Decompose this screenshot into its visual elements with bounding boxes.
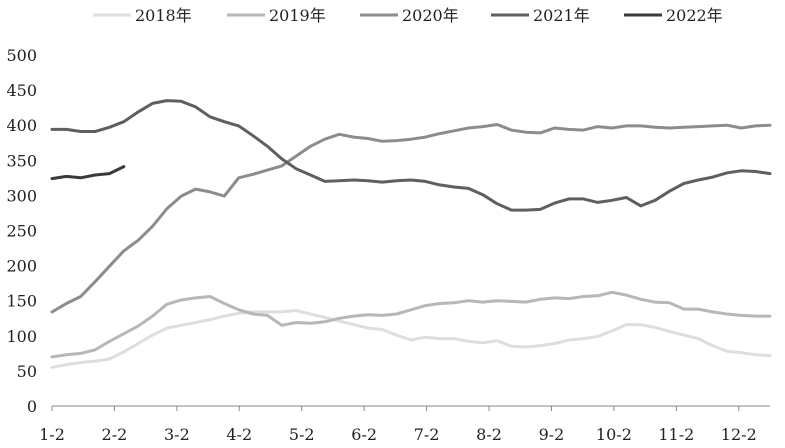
y-tick-label: 150 [6,292,37,311]
chart-legend: 2018年 2019年 2020年 2021年 2022年 [93,6,723,25]
y-tick-label: 250 [6,222,37,241]
x-tick-label: 12-2 [721,425,757,444]
x-tick-label: 1-2 [39,425,65,444]
x-tick-label: 8-2 [476,425,502,444]
x-tick-label: 9-2 [539,425,565,444]
x-tick-label: 3-2 [164,425,190,444]
legend-label: 2018年 [135,6,192,25]
legend-label: 2020年 [402,6,459,25]
series-line-2022年 [50,165,126,181]
x-tick-label: 6-2 [351,425,377,444]
y-tick-label: 100 [6,327,37,346]
plot-area [50,99,772,369]
y-tick-label: 500 [6,46,37,65]
x-tick-label: 10-2 [596,425,632,444]
series-line-2019年 [50,290,772,359]
legend-label: 2019年 [269,6,326,25]
y-tick-label: 450 [6,81,37,100]
x-tick-label: 5-2 [289,425,315,444]
y-tick-label: 200 [6,257,37,276]
x-tick-label: 4-2 [226,425,252,444]
y-tick-label: 400 [6,116,37,135]
y-tick-label: 50 [17,362,37,381]
series-line-2018年 [50,309,772,369]
y-axis: 0 50 100 150 200 250 300 350 400 450 500 [6,46,37,416]
series-line-2021年 [50,99,772,212]
series-line-2020年 [50,123,772,314]
x-tick-label: 11-2 [658,425,694,444]
y-tick-label: 300 [6,186,37,205]
y-tick-label: 350 [6,151,37,170]
x-tick-label: 2-2 [102,425,128,444]
legend-label: 2022年 [666,6,723,25]
x-tick-label: 7-2 [414,425,440,444]
y-tick-label: 0 [27,397,37,416]
x-axis: 1-2 2-2 3-2 4-2 5-2 6-2 7-2 8-2 9-2 10-2 11-2 12-2 [39,405,770,444]
legend-label: 2021年 [533,6,590,25]
